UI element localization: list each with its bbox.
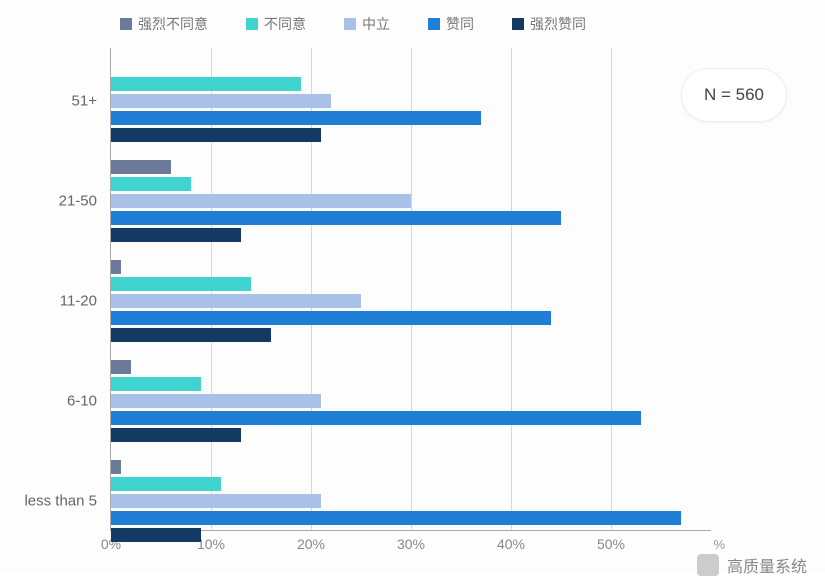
watermark-text: 高质量系统: [727, 553, 807, 577]
legend: 强烈不同意 不同意 中立 赞同 强烈赞同: [120, 14, 586, 34]
bar-agree: [111, 111, 481, 125]
bar-disagree: [111, 177, 191, 191]
bar-disagree: [111, 77, 301, 91]
legend-label: 强烈赞同: [530, 14, 586, 34]
legend-label: 赞同: [446, 14, 474, 34]
plot-area: % 0%10%20%30%40%50%51+21-5011-206-10less…: [110, 48, 711, 531]
bar-strongly_agree: [111, 128, 321, 142]
bar-strongly_disagree: [111, 460, 121, 474]
bar-agree: [111, 311, 551, 325]
category-group: 21-50: [111, 160, 711, 242]
category-label: 51+: [72, 93, 97, 110]
bar-strongly_disagree: [111, 260, 121, 274]
legend-item-neutral: 中立: [344, 14, 390, 34]
legend-item-strongly_agree: 强烈赞同: [512, 14, 586, 34]
bar-neutral: [111, 494, 321, 508]
legend-label: 不同意: [264, 14, 306, 34]
legend-swatch: [428, 18, 440, 30]
bar-neutral: [111, 194, 411, 208]
sample-size-bubble: N = 560: [681, 68, 787, 122]
legend-swatch: [344, 18, 356, 30]
legend-label: 强烈不同意: [138, 14, 208, 34]
sample-size-label: N = 560: [704, 85, 764, 104]
watermark: 高质量系统: [697, 553, 807, 577]
category-group: 6-10: [111, 360, 711, 442]
category-label: 21-50: [59, 193, 97, 210]
bar-agree: [111, 411, 641, 425]
legend-label: 中立: [362, 14, 390, 34]
chart-container: 强烈不同意不同意中立赞同强烈赞同 % 0%10%20%30%40%50%51+2…: [0, 0, 825, 572]
legend-swatch: [120, 18, 132, 30]
legend-swatch: [512, 18, 524, 30]
bar-strongly_agree: [111, 328, 271, 342]
bar-strongly_disagree: [111, 360, 131, 374]
legend-swatch: [246, 18, 258, 30]
legend-item-disagree: 不同意: [246, 14, 306, 34]
category-group: 11-20: [111, 260, 711, 342]
bar-disagree: [111, 377, 201, 391]
bar-strongly_agree: [111, 228, 241, 242]
category-label: 11-20: [60, 293, 97, 310]
bar-strongly_agree: [111, 528, 201, 542]
bar-neutral: [111, 294, 361, 308]
bar-neutral: [111, 94, 331, 108]
bar-agree: [111, 511, 681, 525]
wechat-icon: [697, 554, 719, 576]
category-group: 51+: [111, 60, 711, 142]
bar-strongly_agree: [111, 428, 241, 442]
category-label: less than 5: [24, 493, 97, 510]
bar-disagree: [111, 277, 251, 291]
legend-item-strongly_disagree: 强烈不同意: [120, 14, 208, 34]
x-unit-label: %: [713, 537, 725, 552]
bar-neutral: [111, 394, 321, 408]
bar-strongly_disagree: [111, 160, 171, 174]
category-label: 6-10: [67, 393, 97, 410]
bar-agree: [111, 211, 561, 225]
bar-disagree: [111, 477, 221, 491]
legend-item-agree: 赞同: [428, 14, 474, 34]
category-group: less than 5: [111, 460, 711, 542]
